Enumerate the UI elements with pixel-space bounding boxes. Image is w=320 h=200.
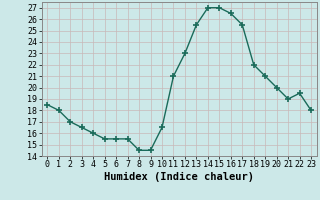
X-axis label: Humidex (Indice chaleur): Humidex (Indice chaleur) bbox=[104, 172, 254, 182]
